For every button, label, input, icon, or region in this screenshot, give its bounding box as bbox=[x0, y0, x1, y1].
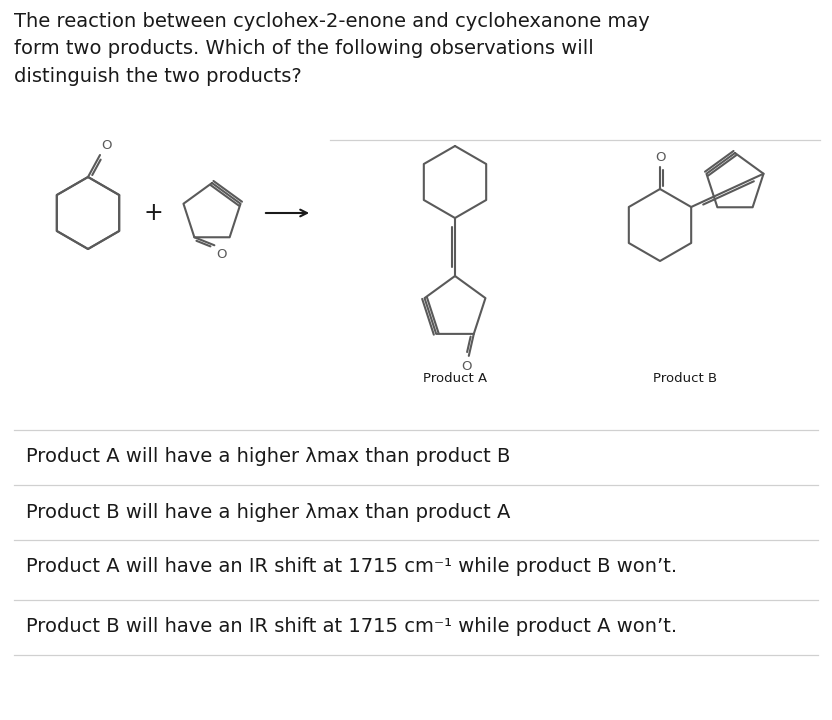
Text: O: O bbox=[101, 139, 111, 152]
Text: O: O bbox=[655, 151, 666, 164]
Text: Product A: Product A bbox=[423, 372, 487, 385]
Text: +: + bbox=[143, 201, 163, 225]
Text: Product B will have an IR shift at 1715 cm⁻¹ while product A won’t.: Product B will have an IR shift at 1715 … bbox=[26, 618, 677, 636]
Text: O: O bbox=[216, 248, 227, 261]
Text: Product A will have an IR shift at 1715 cm⁻¹ while product B won’t.: Product A will have an IR shift at 1715 … bbox=[26, 557, 677, 577]
Text: O: O bbox=[462, 360, 472, 373]
Text: The reaction between cyclohex-2-enone and cyclohexanone may
form two products. W: The reaction between cyclohex-2-enone an… bbox=[14, 12, 650, 86]
Text: Product A will have a higher λmax than product B: Product A will have a higher λmax than p… bbox=[26, 448, 510, 467]
Text: Product B: Product B bbox=[653, 372, 717, 385]
Text: Product B will have a higher λmax than product A: Product B will have a higher λmax than p… bbox=[26, 503, 510, 521]
